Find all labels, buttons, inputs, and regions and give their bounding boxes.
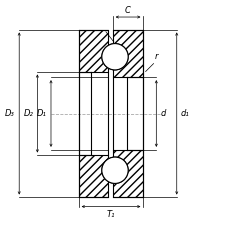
Circle shape bbox=[101, 157, 128, 183]
Text: r: r bbox=[154, 52, 158, 61]
Text: D₁: D₁ bbox=[37, 109, 47, 118]
Polygon shape bbox=[78, 155, 108, 197]
Circle shape bbox=[101, 44, 128, 70]
Text: d: d bbox=[160, 109, 165, 118]
Polygon shape bbox=[78, 30, 108, 72]
Circle shape bbox=[101, 157, 128, 183]
Text: D₃: D₃ bbox=[5, 109, 15, 118]
Text: D₂: D₂ bbox=[23, 109, 33, 118]
Polygon shape bbox=[112, 30, 143, 77]
Text: d₁: d₁ bbox=[180, 109, 189, 118]
Text: C: C bbox=[125, 6, 131, 15]
Text: T₁: T₁ bbox=[106, 210, 115, 219]
Polygon shape bbox=[112, 150, 143, 197]
Text: r: r bbox=[111, 43, 114, 52]
Circle shape bbox=[101, 44, 128, 70]
